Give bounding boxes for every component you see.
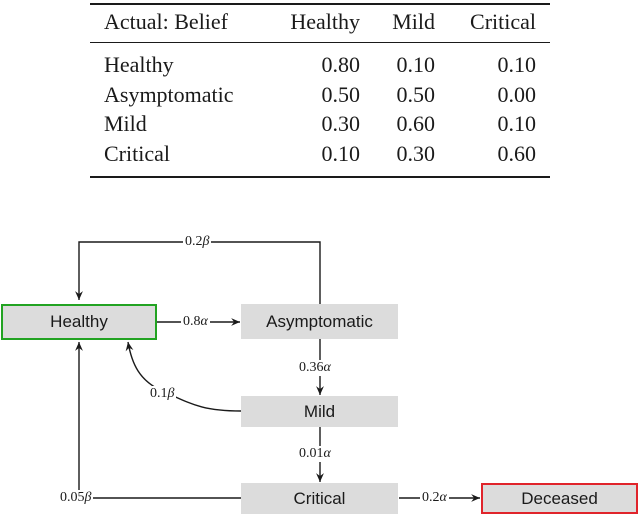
table-cell: 0.00: [497, 82, 537, 107]
edge-mild-to-healthy: [125, 341, 242, 412]
label-healthy-to-asymptomatic: 0.8α: [181, 314, 210, 330]
table-top-rule: [90, 3, 550, 5]
table-bottom-rule: [90, 176, 550, 178]
table-cell: 0.10: [497, 52, 537, 77]
row-label-asymptomatic: Asymptomatic: [104, 82, 234, 107]
table-cell: 0.60: [497, 141, 537, 166]
edge-asymptomatic-to-healthy: [75, 241, 321, 304]
belief-table: Actual: Belief Healthy Mild Critical Hea…: [90, 0, 550, 180]
table-cell: 0.30: [321, 111, 361, 136]
table-cell: 0.10: [396, 52, 436, 77]
table-cell: 0.50: [396, 82, 436, 107]
label-critical-to-healthy: 0.05β: [58, 490, 94, 506]
table-cell: 0.60: [396, 111, 436, 136]
state-transition-diagram: Healthy Asymptomatic Mild Critical Decea…: [0, 225, 640, 515]
node-deceased: Deceased: [481, 483, 638, 514]
node-critical: Critical: [241, 483, 398, 514]
table-cell: 0.30: [396, 141, 436, 166]
header-actual-belief: Actual: Belief: [104, 9, 229, 34]
label-mild-to-critical: 0.01α: [297, 446, 333, 462]
row-label-critical: Critical: [104, 141, 170, 166]
table-cell: 0.10: [321, 141, 361, 166]
node-mild: Mild: [241, 396, 398, 427]
label-asymptomatic-to-healthy: 0.2β: [183, 234, 212, 250]
table-cell: 0.50: [321, 82, 361, 107]
label-asymptomatic-to-mild: 0.36α: [297, 360, 333, 376]
header-healthy: Healthy: [290, 9, 360, 34]
table-cell: 0.10: [497, 111, 537, 136]
table-header-rule: [90, 42, 550, 43]
node-asymptomatic: Asymptomatic: [241, 304, 398, 339]
node-healthy: Healthy: [1, 304, 157, 340]
table-cell: 0.80: [321, 52, 361, 77]
label-critical-to-deceased: 0.2α: [420, 490, 449, 506]
row-label-healthy: Healthy: [104, 52, 174, 77]
row-label-mild: Mild: [104, 111, 147, 136]
edge-critical-to-healthy: [75, 342, 241, 499]
header-mild: Mild: [392, 9, 435, 34]
header-critical: Critical: [470, 9, 536, 34]
label-mild-to-healthy: 0.1β: [148, 386, 177, 402]
